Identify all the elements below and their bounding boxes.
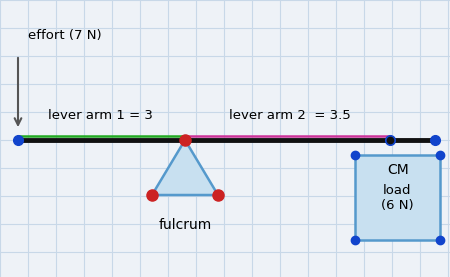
Text: load
(6 N): load (6 N) [381,183,414,212]
Text: fulcrum: fulcrum [158,218,211,232]
Text: effort (7 N): effort (7 N) [28,29,102,42]
Bar [355,155,440,240]
Polygon shape [152,140,218,195]
Text: lever arm 2  = 3.5: lever arm 2 = 3.5 [229,109,351,122]
Text: CM: CM [387,163,409,177]
Text: lever arm 1 = 3: lever arm 1 = 3 [48,109,153,122]
